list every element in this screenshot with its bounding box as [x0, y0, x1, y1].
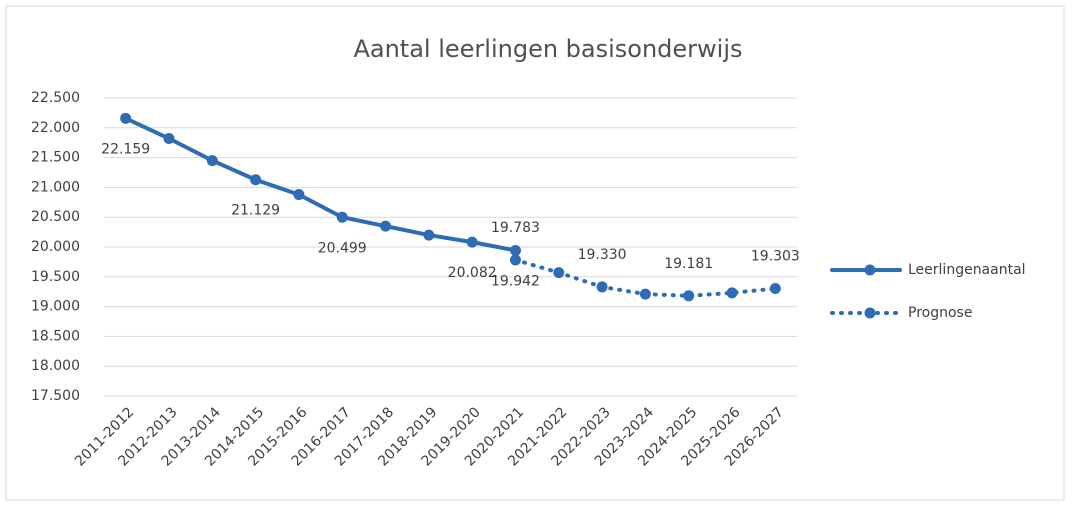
y-tick-label: 21.500 [31, 150, 80, 166]
y-tick-label: 18.500 [31, 328, 80, 344]
data-point [293, 189, 305, 201]
data-point [769, 283, 781, 295]
data-label: 22.159 [101, 141, 150, 157]
legend-label: Prognose [908, 305, 972, 321]
data-point [509, 244, 521, 256]
chart-title: Aantal leerlingen basisonderwijs [353, 35, 742, 63]
data-point [466, 236, 478, 248]
data-point [596, 281, 608, 293]
data-point [206, 155, 218, 167]
y-tick-label: 22.000 [31, 120, 80, 136]
y-tick-label: 19.000 [31, 299, 80, 315]
data-point [683, 290, 695, 302]
data-point [380, 220, 392, 232]
data-point [120, 112, 132, 124]
data-point [509, 254, 521, 266]
data-label: 19.330 [578, 247, 627, 263]
data-point [250, 174, 262, 186]
data-point [423, 229, 435, 241]
data-point [726, 287, 738, 299]
legend-marker [864, 264, 876, 276]
data-label: 19.942 [491, 273, 540, 289]
y-tick-label: 21.000 [31, 179, 80, 195]
y-tick-label: 20.500 [31, 209, 80, 225]
data-point [639, 288, 651, 300]
data-label: 21.129 [231, 203, 280, 219]
y-tick-label: 17.500 [31, 388, 80, 404]
data-point [336, 211, 348, 223]
y-tick-label: 20.000 [31, 239, 80, 255]
series-line [123, 116, 518, 253]
data-point [163, 133, 175, 145]
data-label: 20.082 [448, 265, 497, 281]
legend-label: Leerlingenaantal [908, 262, 1026, 278]
y-tick-label: 18.000 [31, 358, 80, 374]
data-label: 19.783 [491, 220, 540, 236]
y-tick-label: 22.500 [31, 90, 80, 106]
legend-marker [864, 307, 876, 319]
data-label: 19.303 [751, 249, 800, 265]
data-label: 19.181 [664, 256, 713, 272]
data-point [553, 267, 565, 279]
chart-border [5, 5, 1065, 501]
data-label: 20.499 [318, 240, 367, 256]
y-tick-label: 19.500 [31, 269, 80, 285]
